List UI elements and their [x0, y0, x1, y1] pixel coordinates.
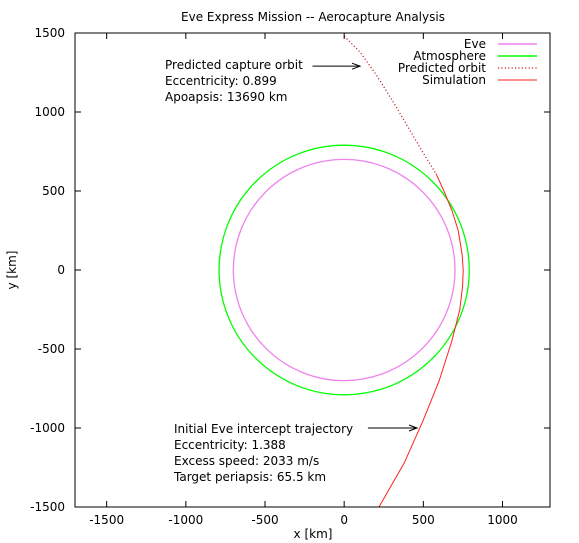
- annotation-2-line: Eccentricity: 1.388: [174, 438, 286, 452]
- legend-label-predicted-orbit: Predicted orbit: [398, 61, 486, 75]
- series-predicted-orbit: [343, 35, 437, 174]
- y-tick-label: -500: [38, 342, 65, 356]
- annotation-1-arrow-head: [351, 62, 362, 70]
- annotation-2-line: Excess speed: 2033 m/s: [174, 454, 319, 468]
- x-tick-label: -1000: [168, 513, 203, 527]
- legend-label-atmosphere: Atmosphere: [413, 49, 486, 63]
- y-axis-label: y [km]: [5, 251, 19, 290]
- series-atmosphere: [218, 144, 470, 396]
- annotation-2-line: Initial Eve intercept trajectory: [174, 422, 353, 436]
- x-axis-label: x [km]: [294, 527, 333, 541]
- series-layer: [218, 35, 470, 508]
- annotation-1-line: Apoapsis: 13690 km: [165, 90, 287, 104]
- y-tick-label: -1000: [30, 421, 65, 435]
- annotation-2-line: Target periapsis: 65.5 km: [173, 470, 326, 484]
- chart-title: Eve Express Mission -- Aerocapture Analy…: [181, 10, 445, 24]
- x-tick-label: 1000: [487, 513, 518, 527]
- series-simulation: [378, 173, 464, 508]
- y-tick-label: -1500: [30, 500, 65, 514]
- annotations-layer: Predicted capture orbit Eccentricity: 0.8…: [165, 58, 419, 484]
- legend-label-eve: Eve: [464, 37, 486, 51]
- legend-label-simulation: Simulation: [422, 73, 486, 87]
- annotation-2-arrow-head: [408, 424, 419, 432]
- x-tick-label: 0: [340, 513, 348, 527]
- ticks-layer: -1500 -1000 -500 0 500 1000 -1500 -1000 -500 0 500…: [30, 26, 550, 527]
- series-eve: [232, 158, 456, 382]
- x-tick-label: -500: [251, 513, 278, 527]
- y-tick-label: 1500: [34, 26, 65, 40]
- annotation-1-line: Eccentricity: 0.899: [165, 74, 277, 88]
- y-tick-label: 1000: [34, 105, 65, 119]
- annotation-1-line: Predicted capture orbit: [165, 58, 303, 72]
- y-tick-label: 0: [57, 263, 65, 277]
- y-tick-label: 500: [42, 184, 65, 198]
- x-tick-label: 500: [412, 513, 435, 527]
- x-tick-label: -1500: [89, 513, 124, 527]
